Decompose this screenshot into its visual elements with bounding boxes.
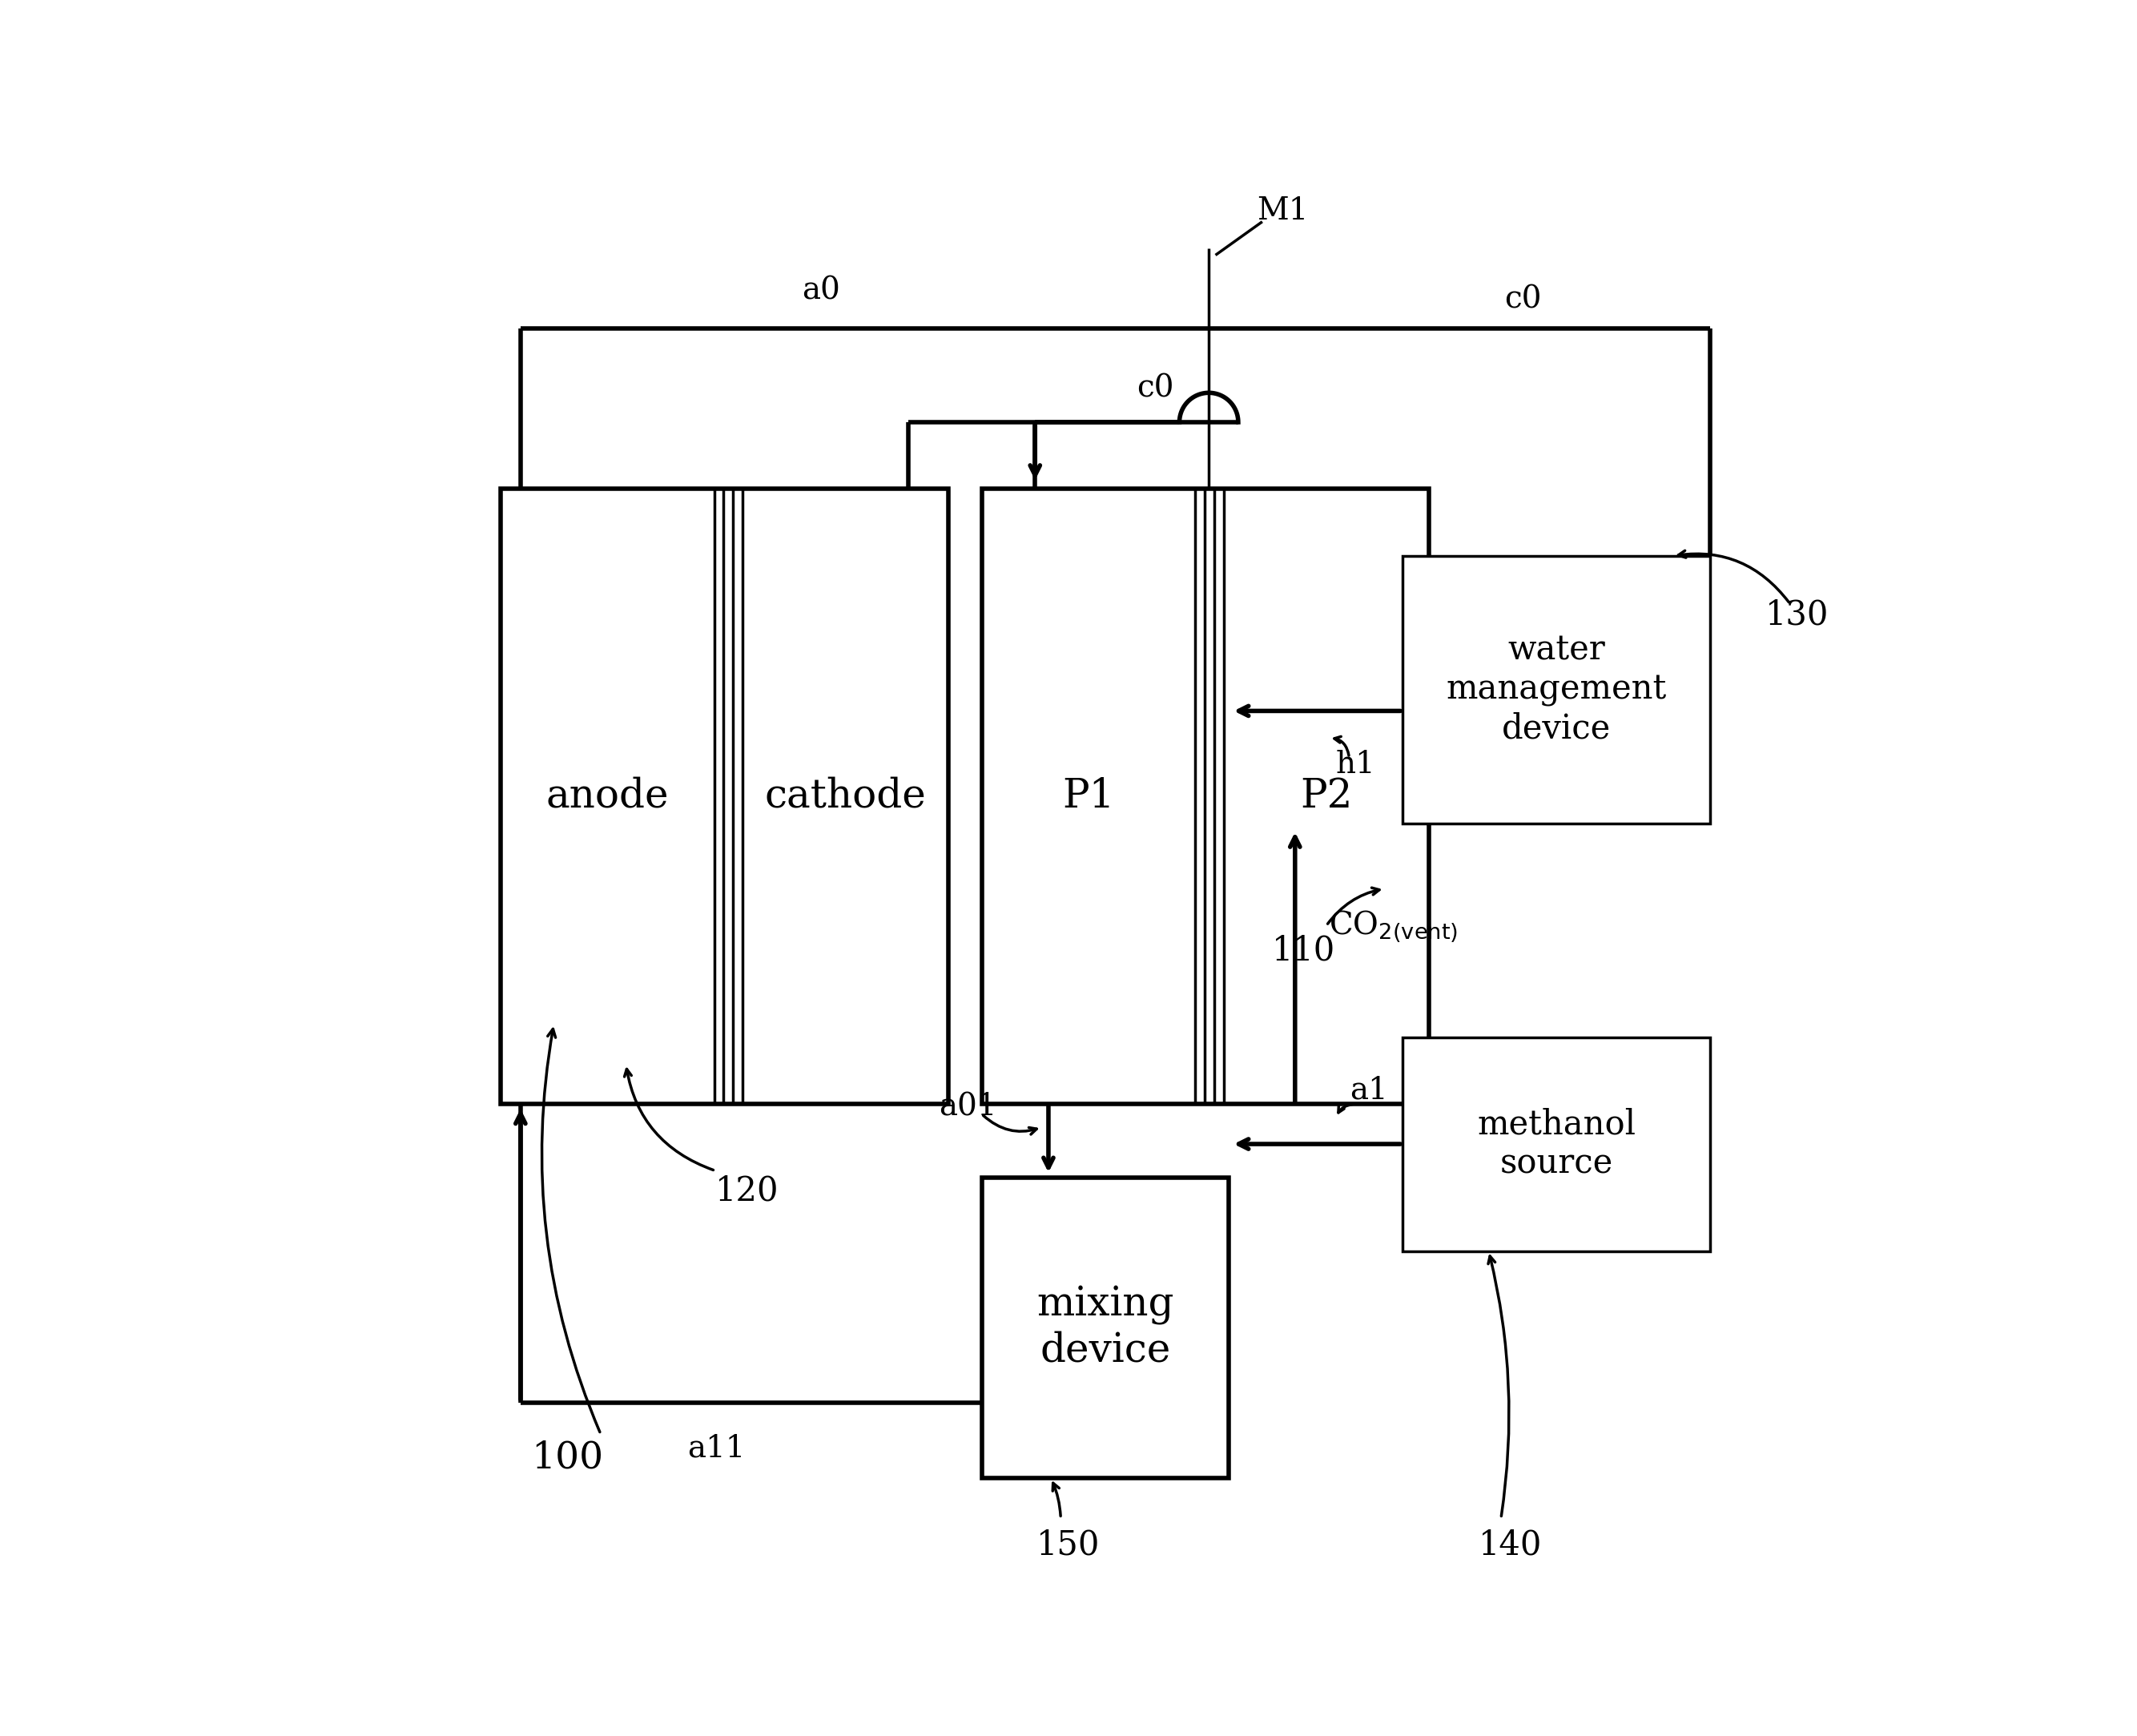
Text: cathode: cathode bbox=[765, 776, 925, 816]
Bar bbox=[981, 490, 1430, 1104]
Text: h1: h1 bbox=[1336, 750, 1376, 779]
Text: M1: M1 bbox=[1257, 196, 1308, 226]
Text: c0: c0 bbox=[1504, 285, 1541, 314]
Text: anode: anode bbox=[545, 776, 669, 816]
Bar bbox=[1402, 1036, 1710, 1252]
Text: a1: a1 bbox=[1351, 1076, 1389, 1106]
Text: P2: P2 bbox=[1299, 776, 1353, 816]
Bar bbox=[981, 1177, 1229, 1479]
Bar bbox=[500, 490, 949, 1104]
Text: 100: 100 bbox=[532, 1441, 603, 1476]
Text: 120: 120 bbox=[716, 1174, 778, 1208]
Text: 140: 140 bbox=[1479, 1528, 1543, 1562]
Text: water
management
device: water management device bbox=[1447, 634, 1667, 745]
Text: methanol
source: methanol source bbox=[1477, 1108, 1635, 1180]
Text: c0: c0 bbox=[1137, 373, 1173, 403]
Text: 130: 130 bbox=[1765, 597, 1829, 632]
Text: 110: 110 bbox=[1272, 934, 1336, 967]
Text: a01: a01 bbox=[938, 1092, 998, 1121]
Text: 150: 150 bbox=[1036, 1528, 1101, 1562]
Text: a0: a0 bbox=[801, 276, 840, 306]
Text: mixing
device: mixing device bbox=[1036, 1285, 1173, 1370]
Text: P1: P1 bbox=[1062, 776, 1116, 816]
Text: a11: a11 bbox=[688, 1434, 746, 1463]
Text: CO$_{2(\rm vent)}$: CO$_{2(\rm vent)}$ bbox=[1329, 910, 1457, 944]
Bar bbox=[1402, 556, 1710, 823]
